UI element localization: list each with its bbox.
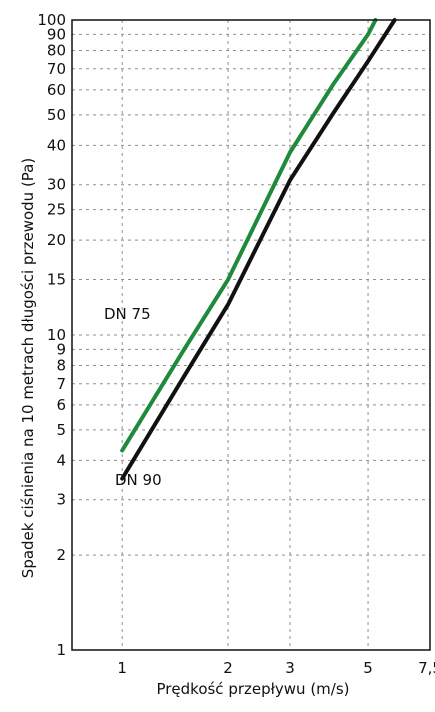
y-tick-label: 9 <box>56 340 66 358</box>
y-tick-label: 2 <box>56 546 66 564</box>
series-labels: DN 75 DN 90 <box>104 305 162 489</box>
y-tick-label: 20 <box>47 231 66 249</box>
y-axis-title: Spadek ciśnienia na 10 metrach długości … <box>19 158 37 578</box>
y-tick-label: 15 <box>47 271 66 289</box>
y-tick-label: 70 <box>47 60 66 78</box>
series-lines <box>120 18 397 481</box>
y-tick-label: 50 <box>47 106 66 124</box>
y-tick-label: 7 <box>56 375 66 393</box>
y-tick-label: 80 <box>47 42 66 60</box>
y-tick-label: 4 <box>56 451 66 469</box>
y-tick-label: 100 <box>37 11 66 29</box>
y-tick-label: 30 <box>47 176 66 194</box>
plot-border <box>71 19 431 651</box>
y-tick-label: 25 <box>47 201 66 219</box>
series-label-dn-90: DN 90 <box>115 471 162 489</box>
y-tick-label: 6 <box>56 396 66 414</box>
x-tick-label: 3 <box>285 659 295 677</box>
y-tick-label: 60 <box>47 81 66 99</box>
series-line-dn-90 <box>120 18 397 481</box>
y-tick-label: 8 <box>56 357 66 375</box>
plot-frame <box>71 19 431 651</box>
y-tick-label: 3 <box>56 491 66 509</box>
x-axis-title: Prędkość przepływu (m/s) <box>156 680 349 698</box>
x-tick-label: 5 <box>363 659 373 677</box>
y-tick-label: 10 <box>47 326 66 344</box>
series-label-dn-75: DN 75 <box>104 305 151 323</box>
x-tick-label: 1 <box>117 659 127 677</box>
y-tick-label: 40 <box>47 136 66 154</box>
y-tick-label: 1 <box>56 641 66 659</box>
grid-lines <box>72 20 430 650</box>
x-tick-label: 2 <box>223 659 233 677</box>
x-tick-label: 7,5 <box>418 659 435 677</box>
series-line-dn-75 <box>120 18 378 453</box>
y-tick-label: 5 <box>56 421 66 439</box>
y-tick-label: 90 <box>47 25 66 43</box>
